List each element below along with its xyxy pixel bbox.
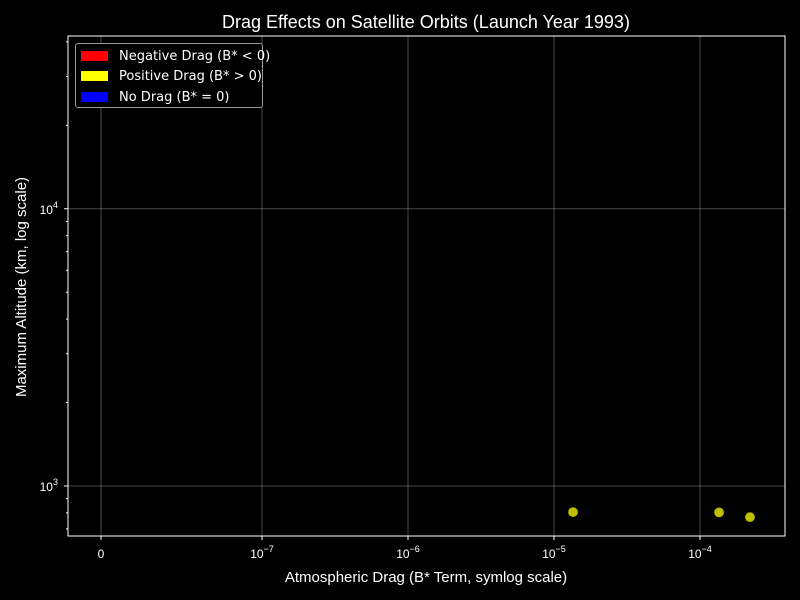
chart-title: Drag Effects on Satellite Orbits (Launch…	[222, 12, 630, 32]
x-axis-label: Atmospheric Drag (B* Term, symlog scale)	[285, 569, 567, 586]
legend-swatch-blue	[81, 92, 108, 102]
legend-item-positive-drag: Positive Drag (B* > 0)	[81, 68, 262, 84]
legend-label: Negative Drag (B* < 0)	[119, 48, 271, 64]
y-tick-label: 103	[40, 477, 58, 494]
grid-lines	[68, 36, 785, 536]
legend-item-negative-drag: Negative Drag (B* < 0)	[81, 48, 270, 64]
x-tick-label: 0	[98, 547, 105, 561]
data-point	[714, 507, 724, 518]
data-points	[568, 507, 755, 523]
x-axis-ticks: 0 10−7 10−6 10−5 10−4	[98, 536, 712, 561]
legend-item-no-drag: No Drag (B* = 0)	[81, 89, 230, 105]
data-point	[568, 507, 578, 517]
plot-frame	[67, 35, 786, 537]
y-tick-label: 104	[40, 200, 58, 217]
x-tick-label: 10−5	[542, 544, 566, 561]
legend-label: Positive Drag (B* > 0)	[119, 68, 262, 84]
x-tick-label: 10−4	[688, 544, 712, 561]
legend-swatch-yellow	[81, 71, 108, 81]
y-axis-ticks: 103 104	[40, 41, 68, 530]
legend-swatch-red	[81, 51, 108, 61]
y-axis-label: Maximum Altitude (km, log scale)	[13, 177, 30, 397]
x-tick-label: 10−7	[250, 544, 274, 561]
x-tick-label: 10−6	[396, 544, 420, 561]
data-point	[745, 512, 755, 523]
legend: Negative Drag (B* < 0) Positive Drag (B*…	[75, 43, 270, 108]
legend-label: No Drag (B* = 0)	[119, 89, 230, 105]
